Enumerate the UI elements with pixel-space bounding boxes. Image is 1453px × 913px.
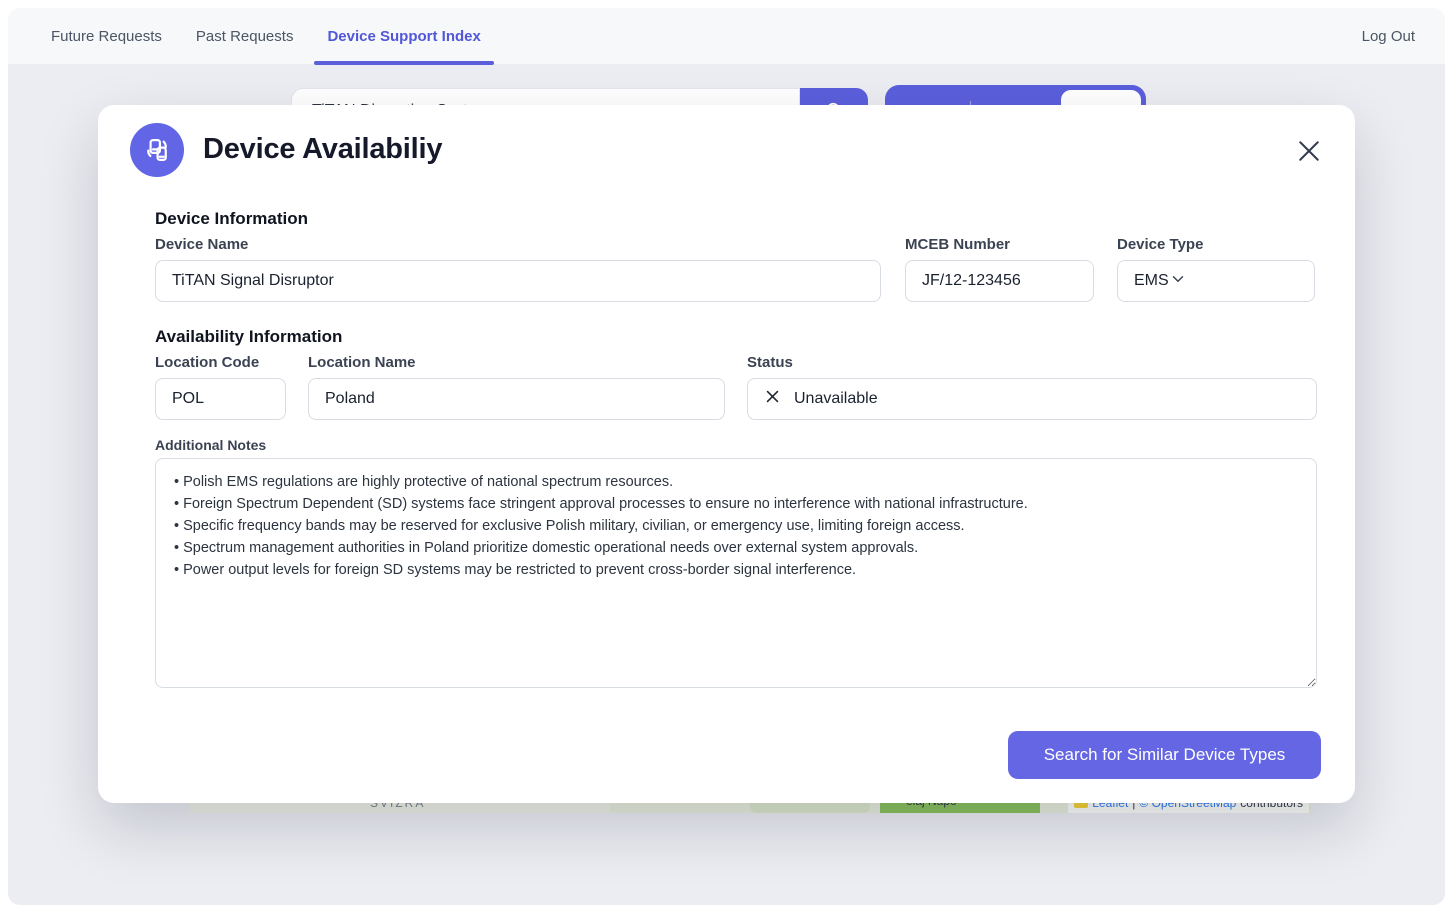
logout-button[interactable]: Log Out: [1361, 27, 1415, 45]
device-transfer-icon: [130, 123, 184, 177]
location-code-input[interactable]: [155, 378, 286, 420]
close-icon[interactable]: [1291, 133, 1327, 169]
top-navigation: Future Requests Past Requests Device Sup…: [8, 8, 1445, 65]
device-name-label: Device Name: [155, 236, 249, 253]
status-field[interactable]: Unavailable: [747, 378, 1317, 420]
additional-notes-textarea[interactable]: • Polish EMS regulations are highly prot…: [155, 458, 1317, 688]
additional-notes-label: Additional Notes: [155, 437, 267, 453]
device-name-input[interactable]: [155, 260, 881, 302]
app-frame: MCEB Cat N SVIZRA elaj Napo Leaflet | © …: [8, 8, 1445, 905]
device-availability-modal: Device Availabiliy Device Information De…: [98, 105, 1355, 803]
device-type-label: Device Type: [1117, 236, 1204, 253]
mceb-number-input[interactable]: [905, 260, 1094, 302]
status-value: Unavailable: [794, 390, 878, 407]
device-type-value: EMS: [1134, 272, 1169, 289]
device-type-select[interactable]: EMS: [1117, 260, 1315, 302]
device-information-heading: Device Information: [155, 209, 309, 228]
chevron-down-icon: [1169, 270, 1187, 293]
location-name-label: Location Name: [308, 354, 416, 371]
tab-device-support-index[interactable]: Device Support Index: [314, 8, 495, 65]
modal-title: Device Availabiliy: [203, 133, 443, 165]
mceb-number-label: MCEB Number: [905, 236, 1011, 253]
tab-past-requests[interactable]: Past Requests: [195, 27, 294, 45]
tab-future-requests[interactable]: Future Requests: [51, 27, 162, 45]
status-label: Status: [747, 354, 793, 371]
location-name-input[interactable]: [308, 378, 725, 420]
search-similar-device-types-button[interactable]: Search for Similar Device Types: [1008, 731, 1321, 779]
unavailable-x-icon: [764, 388, 781, 410]
availability-information-heading: Availability Information: [155, 327, 343, 346]
location-code-label: Location Code: [155, 354, 260, 371]
